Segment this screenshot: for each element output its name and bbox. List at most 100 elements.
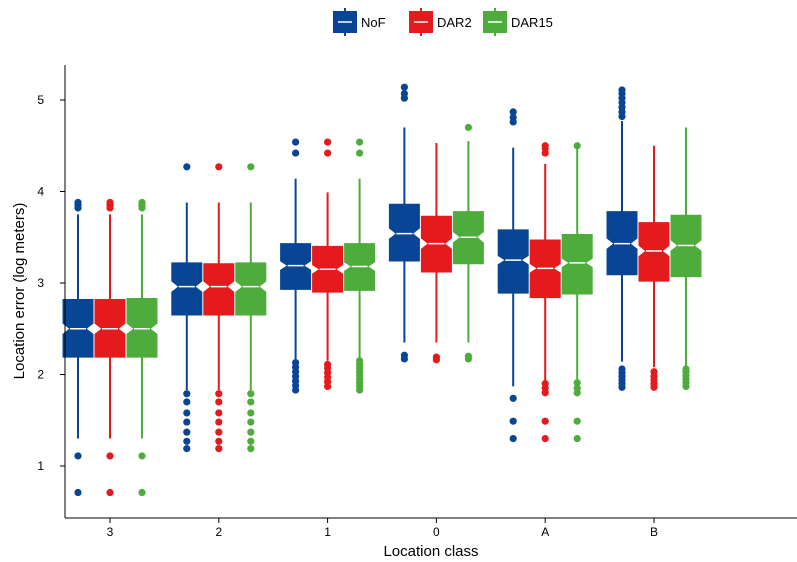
notched-box: [388, 203, 420, 262]
outlier-point: [74, 452, 82, 460]
x-tick-label: 1: [324, 525, 331, 539]
box-DAR2-3: [94, 198, 126, 497]
plot-area: [62, 83, 702, 497]
box-DAR2-B: [638, 145, 670, 391]
outlier-point: [138, 452, 146, 460]
outlier-point: [183, 398, 191, 406]
outlier-point: [509, 113, 517, 121]
outlier-point: [138, 198, 146, 207]
outlier-point: [74, 198, 82, 207]
outlier-point: [247, 445, 255, 453]
y-tick-label: 1: [37, 459, 44, 473]
outlier-point: [541, 417, 549, 425]
legend-item-DAR15: DAR15: [483, 8, 553, 36]
outlier-point: [106, 488, 114, 497]
axes: [64, 65, 797, 519]
outlier-point: [183, 390, 191, 398]
outlier-point: [292, 149, 300, 157]
y-axis-title: Location error (log meters): [11, 203, 28, 380]
outlier-point: [400, 83, 408, 91]
box-NoF-3: [62, 198, 94, 497]
outlier-point: [247, 398, 255, 406]
outlier-point: [215, 390, 223, 398]
outlier-point: [247, 409, 255, 417]
outlier-point: [215, 445, 223, 453]
outlier-point: [650, 368, 658, 376]
outlier-point: [573, 379, 581, 387]
x-ticks: 3 2 1 0 A B: [107, 518, 658, 539]
notched-box: [280, 243, 312, 290]
notched-box: [561, 234, 593, 295]
outlier-point: [324, 149, 332, 157]
outlier-point: [432, 353, 440, 361]
outlier-point: [292, 138, 300, 146]
box-DAR15-A: [561, 142, 593, 443]
outlier-point: [247, 418, 255, 426]
y-tick-label: 5: [37, 93, 44, 107]
box-DAR15-3: [126, 198, 158, 497]
notched-box: [497, 229, 529, 294]
outlier-point: [215, 163, 223, 171]
outlier-point: [509, 417, 517, 425]
box-DAR2-1: [312, 138, 344, 390]
outlier-point: [464, 352, 472, 360]
legend-label: DAR2: [437, 15, 472, 30]
legend-label: NoF: [361, 15, 386, 30]
legend: NoF DAR2 DAR15: [333, 8, 553, 36]
outlier-point: [541, 380, 549, 388]
notched-box: [171, 262, 203, 316]
outlier-point: [573, 384, 581, 392]
outlier-point: [509, 108, 517, 116]
x-tick-label: 2: [215, 525, 222, 539]
x-tick-label: A: [541, 525, 549, 539]
box-DAR15-0: [452, 123, 484, 363]
outlier-point: [215, 418, 223, 426]
box-DAR2-A: [529, 142, 561, 443]
box-NoF-0: [388, 83, 420, 363]
box-DAR15-1: [344, 138, 376, 394]
outlier-point: [400, 89, 408, 98]
outlier-point: [618, 365, 626, 373]
box-NoF-B: [606, 86, 638, 391]
box-DAR2-2: [203, 163, 235, 453]
outlier-point: [509, 394, 517, 402]
outlier-point: [618, 86, 626, 94]
legend-item-DAR2: DAR2: [409, 8, 472, 36]
box-DAR15-2: [235, 163, 267, 453]
outlier-point: [541, 434, 549, 443]
outlier-point: [183, 428, 191, 436]
notched-box: [126, 298, 158, 358]
outlier-point: [541, 142, 549, 150]
y-tick-label: 2: [37, 368, 44, 382]
outlier-point: [183, 418, 191, 426]
x-axis-title: Location class: [383, 543, 478, 560]
y-tick-label: 4: [37, 185, 44, 199]
outlier-point: [573, 142, 581, 150]
outlier-point: [464, 123, 472, 132]
outlier-point: [183, 437, 191, 445]
box-NoF-2: [171, 163, 203, 453]
outlier-point: [215, 398, 223, 406]
notched-box: [235, 262, 267, 316]
outlier-point: [324, 360, 332, 369]
y-tick-label: 3: [37, 276, 44, 290]
outlier-point: [183, 409, 191, 417]
outlier-point: [356, 138, 364, 146]
outlier-point: [292, 359, 300, 367]
y-ticks: 1 2 3 4 5: [37, 93, 65, 473]
box-DAR15-B: [670, 127, 702, 390]
x-tick-label: 0: [433, 525, 440, 539]
outlier-point: [247, 437, 255, 445]
notched-box: [203, 263, 235, 316]
notched-box: [638, 222, 670, 282]
outlier-point: [247, 428, 255, 436]
outlier-point: [247, 390, 255, 398]
x-tick-label: B: [650, 525, 658, 539]
x-tick-label: 3: [107, 525, 114, 539]
outlier-point: [573, 417, 581, 425]
outlier-point: [215, 409, 223, 417]
legend-item-NoF: NoF: [333, 8, 386, 36]
outlier-point: [106, 452, 114, 460]
outlier-point: [74, 488, 82, 497]
